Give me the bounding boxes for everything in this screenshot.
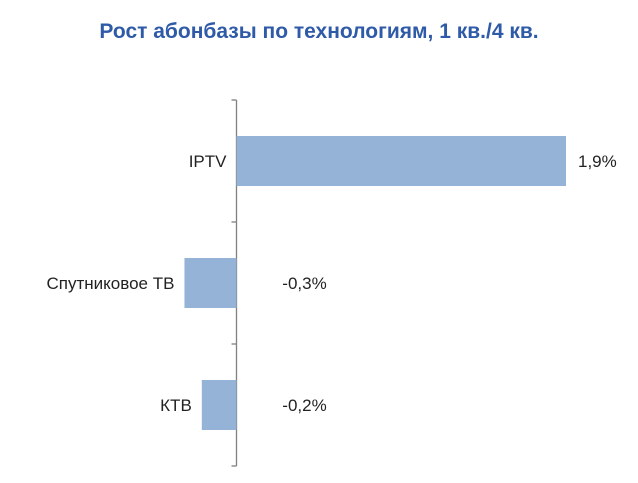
chart-title: Рост абонбазы по технологиям, 1 кв./4 кв… bbox=[99, 20, 538, 43]
bar-0 bbox=[236, 135, 567, 187]
data-label-1: -0,3% bbox=[282, 274, 326, 293]
bar-1 bbox=[184, 257, 237, 309]
category-label-1: Спутниковое ТВ bbox=[47, 274, 175, 293]
data-label-2: -0,2% bbox=[282, 396, 326, 415]
data-label-0: 1,9% bbox=[578, 152, 617, 171]
category-label-2: КТВ bbox=[160, 396, 192, 415]
bar-2 bbox=[201, 379, 237, 431]
category-label-0: IPTV bbox=[189, 152, 227, 171]
